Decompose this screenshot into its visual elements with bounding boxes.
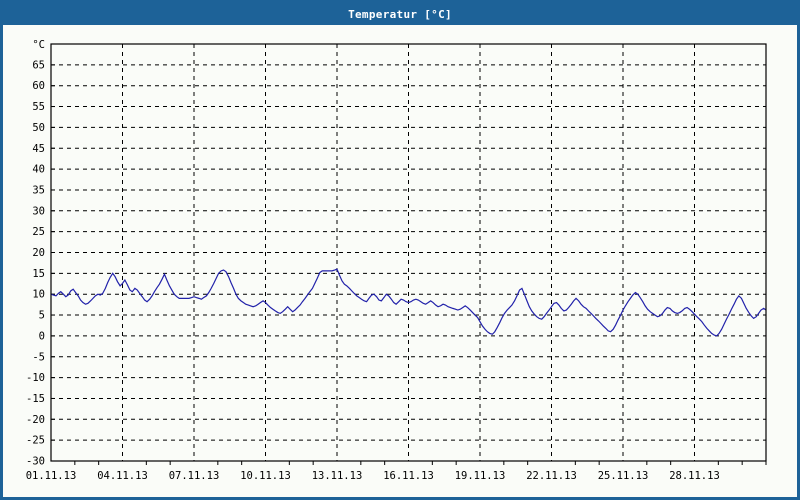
chart-background: [3, 25, 797, 497]
y-tick-label: 50: [32, 122, 45, 134]
y-axis-unit-label: °C: [32, 39, 45, 51]
y-tick-label: -5: [32, 351, 45, 363]
x-tick-label: 01.11.13: [26, 470, 77, 482]
y-tick-label: 60: [32, 80, 45, 92]
y-tick-labels: 65605550454035302520151050-5-10-15-20-25…: [26, 59, 45, 467]
y-tick-label: 0: [39, 330, 45, 342]
y-tick-label: 25: [32, 226, 45, 238]
y-tick-label: 55: [32, 101, 45, 113]
window-title-bar: Temperatur [°C]: [3, 3, 797, 25]
x-gridlines: [122, 44, 695, 461]
x-tick-label: 04.11.13: [97, 470, 148, 482]
y-tick-label: 65: [32, 59, 45, 71]
y-tick-label: 35: [32, 184, 45, 196]
x-tick-label: 10.11.13: [240, 470, 291, 482]
x-tick-label: 28.11.13: [669, 470, 720, 482]
y-tick-label: 20: [32, 247, 45, 259]
x-tick-label: 25.11.13: [598, 470, 649, 482]
x-minor-ticks: [51, 64, 767, 465]
y-tick-label: -15: [26, 393, 45, 405]
y-tick-label: -25: [26, 435, 45, 447]
chart-canvas: 65 60 55 50 45 40 35 30 25 20 15 10 5 0 -5 -10 -15 -20 -25…: [3, 25, 797, 497]
x-tick-label: 19.11.13: [455, 470, 506, 482]
x-tick-label: 07.11.13: [169, 470, 220, 482]
x-tick-label: 13.11.13: [312, 470, 363, 482]
y-tick-label: 45: [32, 143, 45, 155]
y-gridlines: [51, 64, 766, 462]
temperature-line-chart: 65605550454035302520151050-5-10-15-20-25…: [3, 25, 797, 497]
y-tick-label: -30: [26, 456, 45, 468]
page-title: Temperatur [°C]: [348, 7, 452, 21]
x-tick-label: 22.11.13: [526, 470, 577, 482]
y-tick-label: 10: [32, 289, 45, 301]
temperature-series-line: [50, 268, 767, 337]
y-tick-label: 15: [32, 268, 45, 280]
y-tick-label: 30: [32, 205, 45, 217]
y-tick-label: -10: [26, 372, 45, 384]
y-tick-label: 40: [32, 164, 45, 176]
plot-frame: [50, 43, 767, 462]
y-tick-label: -20: [26, 414, 45, 426]
x-tick-labels: 01.11.13 04.11.13 07.11.13 10.11.13 13.11.13…: [26, 470, 720, 482]
y-tick-label: 5: [39, 310, 45, 322]
x-tick-label: 16.11.13: [383, 470, 434, 482]
